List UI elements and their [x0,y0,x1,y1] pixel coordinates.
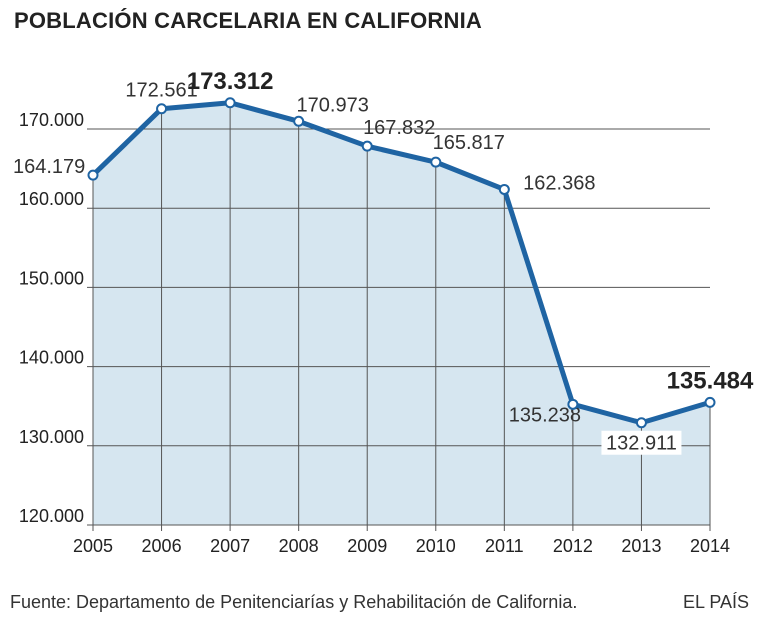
data-label: 135.238 [509,404,581,426]
data-label: 135.484 [667,367,754,394]
x-tick-label: 2014 [690,536,730,556]
series-line [90,100,713,426]
data-point [635,417,647,429]
y-tick-label: 160.000 [19,189,84,209]
data-label: 164.179 [13,156,85,178]
x-tick-label: 2013 [621,536,661,556]
data-label: 167.832 [363,117,435,139]
x-tick-label: 2012 [553,536,593,556]
data-point [87,169,99,181]
x-tick-label: 2008 [279,536,319,556]
data-point [430,156,442,168]
y-tick-label: 120.000 [19,506,84,526]
data-point [567,398,579,410]
x-tick-label: 2005 [73,536,113,556]
x-tick-label: 2010 [416,536,456,556]
data-label: 165.817 [433,132,505,154]
x-tick-label: 2007 [210,536,250,556]
data-label-background [601,430,682,455]
data-point [293,115,305,127]
data-label: 173.312 [187,68,274,95]
data-point [224,97,236,109]
x-tick-label: 2009 [347,536,387,556]
y-tick-label: 170.000 [19,110,84,130]
data-point [361,140,373,152]
y-tick-label: 150.000 [19,268,84,288]
data-label: 170.973 [297,94,369,116]
chart-title: POBLACIÓN CARCELARIA EN CALIFORNIA [14,8,482,33]
data-label: 162.368 [523,172,595,194]
data-label: 132.911 [606,433,677,455]
source-note: Fuente: Departamento de Penitenciarías y… [10,592,578,612]
x-tick-label: 2006 [142,536,182,556]
data-point [704,396,716,408]
data-point [156,103,168,115]
data-point [498,183,510,195]
y-tick-label: 140.000 [19,348,84,368]
y-tick-label: 130.000 [19,427,84,447]
area-fill [93,102,710,526]
brand-logo-text: EL PAÍS [683,592,750,612]
data-label: 172.561 [125,80,197,102]
x-tick-label: 2011 [485,536,524,556]
